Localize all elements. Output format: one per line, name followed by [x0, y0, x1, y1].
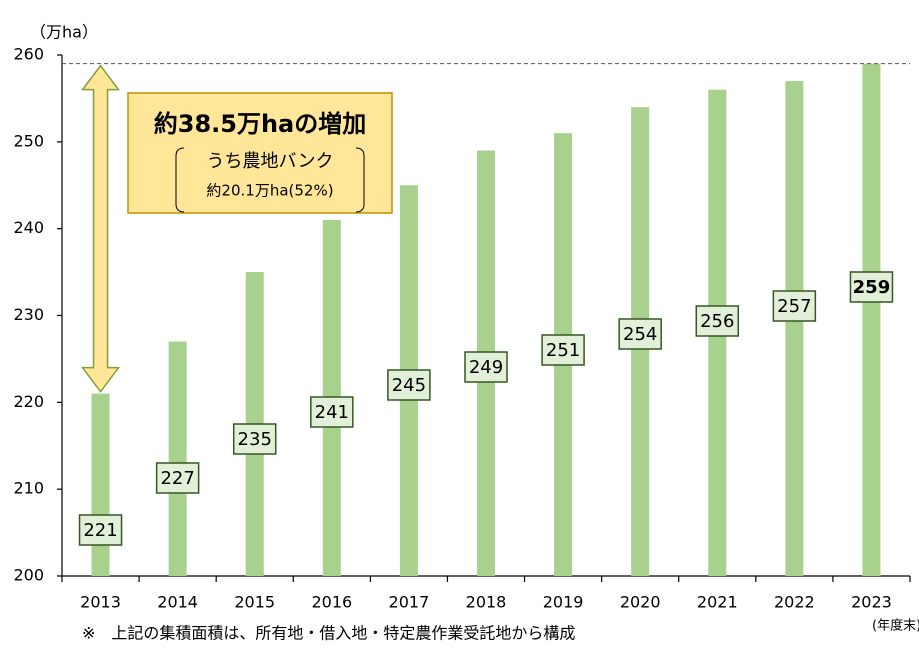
- x-tick-label: 2015: [234, 593, 275, 612]
- value-label-box: [541, 334, 585, 366]
- y-tick-label: 230: [13, 305, 44, 324]
- bar: [785, 81, 804, 577]
- x-tick-label: 2023: [851, 593, 892, 612]
- value-label: 221: [83, 520, 117, 541]
- footnote: ※ 上記の集積面積は、所有地・借入地・特定農作業受託地から構成: [82, 624, 575, 643]
- value-label-box: [78, 514, 123, 546]
- y-tick-label: 240: [13, 218, 44, 237]
- x-tick-label: 2019: [543, 593, 584, 612]
- annotation-headline: 約38.5万haの増加: [154, 110, 367, 138]
- value-label-box: [772, 290, 817, 322]
- value-label-box: [155, 462, 200, 494]
- value-label-box: [618, 318, 662, 350]
- value-label: 235: [238, 429, 272, 450]
- bracket-left: [175, 147, 185, 213]
- bar: [91, 393, 110, 576]
- value-label: 256: [700, 311, 734, 332]
- bar: [168, 341, 187, 576]
- x-tick-label: 2021: [697, 593, 738, 612]
- x-tick-label: 2022: [774, 593, 815, 612]
- y-tick-label: 200: [13, 566, 44, 585]
- unit-label: （万ha）: [30, 23, 98, 42]
- annotation-box: [127, 92, 393, 214]
- x-tick-label: 2018: [466, 593, 507, 612]
- value-label: 251: [546, 340, 580, 361]
- x-tick-label: 2020: [620, 593, 661, 612]
- value-label: 257: [777, 296, 811, 317]
- y-tick-label: 220: [13, 392, 44, 411]
- value-label-box: [310, 396, 354, 428]
- bar: [862, 63, 881, 576]
- y-tick-label: 210: [13, 479, 44, 498]
- y-tick-label: 260: [13, 45, 44, 64]
- x-axis-label: (年度末): [872, 618, 919, 634]
- value-label: 254: [623, 324, 657, 345]
- x-tick-label: 2017: [389, 593, 430, 612]
- y-tick-label: 250: [13, 131, 44, 150]
- value-label-box: [849, 271, 894, 303]
- x-tick-label: 2016: [311, 593, 352, 612]
- value-label-box: [387, 369, 431, 401]
- value-label-box: [464, 351, 508, 383]
- value-label: 241: [315, 402, 349, 423]
- value-label: 227: [160, 468, 194, 489]
- increase-arrow: [81, 64, 121, 393]
- value-label: 259: [853, 277, 891, 298]
- value-label-box: [695, 305, 740, 337]
- value-label-box: [232, 423, 277, 455]
- annotation-sub: 約20.1万ha(52%): [206, 182, 333, 200]
- bracket-right: [355, 147, 365, 213]
- x-tick-label: 2014: [157, 593, 198, 612]
- value-label: 245: [392, 375, 426, 396]
- x-tick-label: 2013: [80, 593, 121, 612]
- annotation-sub: うち農地バンク: [207, 151, 334, 172]
- value-label: 249: [469, 357, 503, 378]
